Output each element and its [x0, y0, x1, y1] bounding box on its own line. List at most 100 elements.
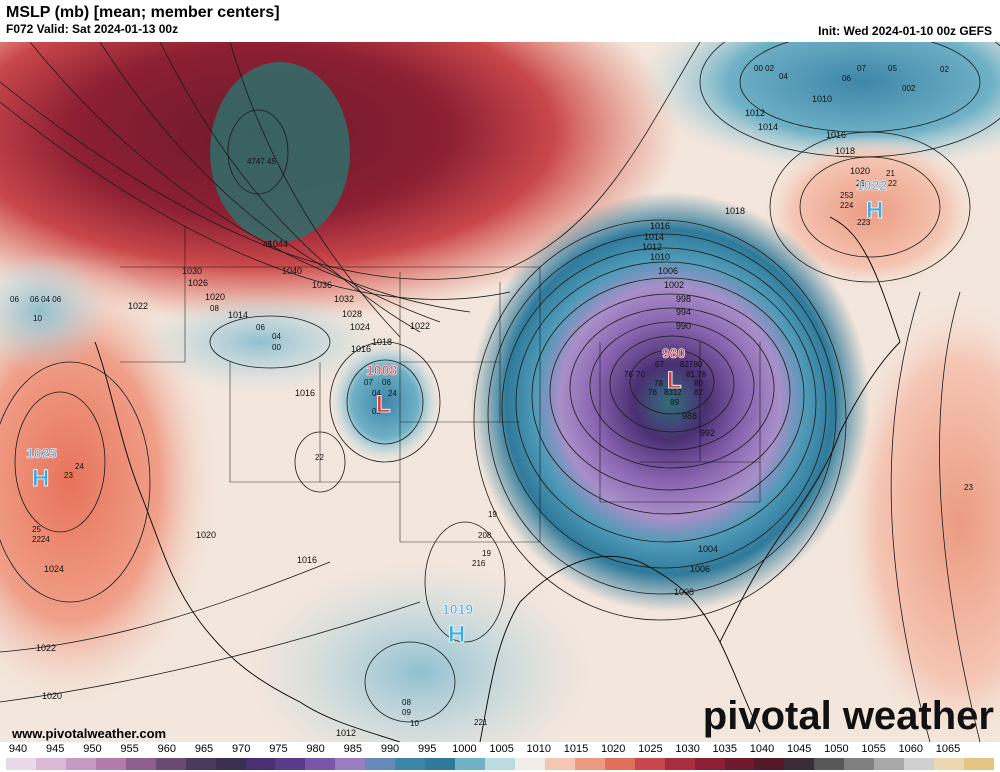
isobar-label: 1032 — [334, 294, 354, 304]
member-label: 05 — [888, 64, 897, 73]
colorbar-segment — [634, 758, 665, 770]
colorbar-segment — [455, 758, 485, 770]
member-label: 25 — [32, 525, 41, 534]
coastlines — [94, 216, 901, 742]
low-center-rockies: 1008 L — [366, 362, 398, 419]
member-label: 06 04 06 — [30, 295, 62, 304]
colorbar-tick: 940 — [8, 743, 28, 755]
member-label: 00 02 — [754, 64, 775, 73]
member-label: 07 — [857, 64, 866, 73]
colorbar-segment — [485, 758, 515, 770]
colorbar-tick: 945 — [46, 743, 65, 755]
member-label: 22 — [888, 179, 897, 188]
member-label: 25 — [856, 179, 865, 188]
member-label: 81 76 — [686, 370, 707, 379]
website-url: www.pivotalweather.com — [12, 726, 167, 741]
member-label: 24 — [388, 389, 397, 398]
mslp-map: 1044 1040 1036 1032 1028 1024 1022 1030 … — [0, 42, 1000, 742]
canada-green-core — [210, 62, 350, 242]
member-label: 06 — [382, 378, 391, 387]
member-label: 02 — [940, 65, 949, 74]
colorbar-segment — [964, 758, 994, 770]
colorbar-segment — [664, 758, 695, 770]
colorbar-segment — [754, 758, 785, 770]
isobar-label: 1018 — [372, 337, 392, 347]
colorbar-tick: 1055 — [861, 743, 886, 755]
isobar-label: 1036 — [312, 280, 332, 290]
isobar-label: 1004 — [698, 544, 718, 554]
colorbar-tick: 995 — [418, 743, 437, 755]
high-letter: H — [866, 197, 883, 224]
isobar-label: 1044 — [268, 239, 288, 249]
isobar-label: 1018 — [835, 146, 855, 156]
colorbar-segment — [215, 758, 246, 770]
isobar-label: 1014 — [758, 122, 778, 132]
state-borders — [120, 227, 761, 543]
colorbar-segment — [6, 758, 36, 770]
isobar-label: 1010 — [650, 252, 670, 262]
colorbar-segment — [574, 758, 605, 770]
isobar-label: 1010 — [812, 94, 832, 104]
colorbar-segment — [844, 758, 875, 770]
isobar-label: 998 — [676, 294, 691, 304]
colorbar-tick: 965 — [194, 743, 214, 755]
rockies-low-field — [330, 342, 440, 462]
isobar-label: 1012 — [642, 242, 662, 252]
member-label: 8312 — [664, 388, 682, 397]
colorbar-tick: 980 — [306, 743, 325, 755]
isobar-label: 1022 — [410, 321, 430, 331]
isobar-label: 1020 — [850, 166, 870, 176]
colorbar-tick: 1020 — [600, 743, 626, 755]
member-label: 208 — [478, 531, 492, 540]
member-label: 221 — [474, 718, 488, 727]
member-label: 00 — [272, 343, 281, 352]
colorbar-segment — [814, 758, 845, 770]
isobar-label: 1018 — [725, 206, 745, 216]
colorbar-segment — [365, 758, 396, 770]
isobar-label: 1020 — [196, 530, 216, 540]
member-label: 04 — [372, 389, 381, 398]
high-value: 1019 — [442, 601, 473, 617]
colorbar-tick: 1065 — [935, 743, 961, 755]
member-label: 80 — [694, 379, 703, 388]
colorbar-segment — [65, 758, 96, 770]
valid-time: F072 Valid: Sat 2024-01-13 00z — [6, 22, 179, 36]
header: MSLP (mb) [mean; member centers] F072 Va… — [6, 3, 280, 37]
member-label: 10 — [33, 314, 42, 323]
colorbar-segment — [95, 758, 126, 770]
isobar-label: 1016 — [650, 221, 670, 231]
member-label: 216 — [472, 559, 486, 568]
brand-logo: pivotal weather — [702, 694, 994, 738]
member-label: 06 — [10, 295, 19, 304]
colorbar-tick-labels: 940 945 950 955 960 965 970 975 980 985 990 995 1000… — [6, 742, 994, 756]
high-center-atlantic-canada: 1022 H — [856, 177, 888, 225]
member-label: 224 — [840, 201, 854, 210]
isobar-label: 1014 — [644, 232, 664, 242]
member-label: 04 — [272, 332, 281, 341]
isobar-label: 1016 — [351, 344, 371, 354]
isobar-label: 1008 — [674, 587, 694, 597]
colorbar-tick: 950 — [83, 743, 102, 755]
member-label: 19 — [488, 510, 497, 519]
colorbar-segment — [305, 758, 336, 770]
colorbar-tick: 1040 — [749, 743, 775, 755]
colorbar-segment — [604, 758, 635, 770]
isobar-label: 1016 — [297, 555, 317, 565]
map-title: MSLP (mb) [mean; member centers] — [6, 4, 280, 21]
colorbar-tick: 1015 — [563, 743, 589, 755]
isobar-label: 1020 — [42, 691, 62, 701]
colorbar-segment — [514, 758, 545, 770]
isobar-label: 1022 — [128, 301, 148, 311]
pacific-low-field — [0, 252, 110, 372]
colorbar-tick: 1050 — [824, 743, 849, 755]
member-label: 253 — [840, 191, 854, 200]
isobar-label: 1030 — [182, 266, 202, 276]
member-label: 45 — [263, 240, 272, 249]
colorbar-segment — [185, 758, 216, 770]
mexico-field — [250, 562, 590, 742]
isobar-label: 1014 — [228, 310, 248, 320]
colorbar-segment — [125, 758, 156, 770]
isobar-label: 1006 — [658, 266, 678, 276]
member-label: 2224 — [32, 535, 50, 544]
colorbar-segment — [544, 758, 575, 770]
